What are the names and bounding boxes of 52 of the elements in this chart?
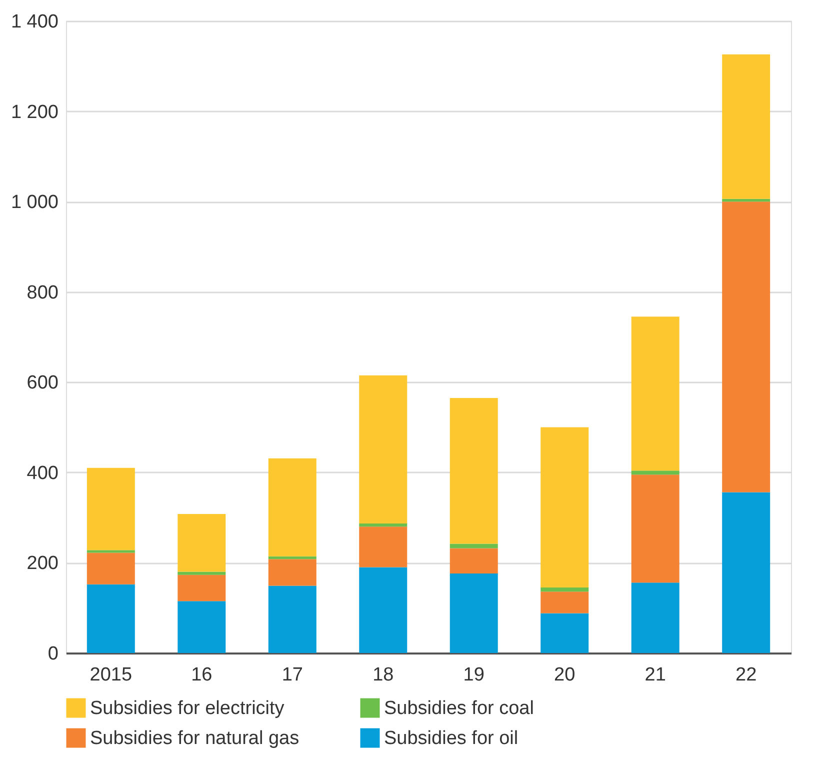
bar [722, 202, 770, 492]
legend-label: Subsidies for oil [384, 728, 518, 749]
bar [359, 523, 408, 527]
bar [540, 613, 589, 653]
bar [631, 474, 680, 583]
bar [86, 468, 135, 550]
bar [450, 544, 498, 548]
bar [86, 552, 135, 584]
bar [86, 550, 135, 553]
bar [86, 584, 135, 653]
bar [178, 574, 226, 602]
bar [450, 548, 498, 574]
y-tick-label: 1 000 [10, 192, 58, 214]
x-tick-label: 21 [644, 664, 666, 686]
x-tick-label: 20 [554, 664, 576, 686]
y-tick-label: 800 [26, 282, 58, 304]
bar [359, 526, 408, 568]
bar [178, 572, 226, 575]
x-tick-label: 22 [736, 664, 757, 686]
bar [631, 316, 680, 471]
bar [178, 514, 226, 572]
x-tick-label: 16 [191, 664, 212, 686]
legend-label: Subsidies for electricity [90, 698, 285, 719]
x-tick-label: 17 [282, 664, 303, 686]
bar [722, 492, 770, 653]
bar [540, 427, 589, 588]
y-tick-label: 200 [26, 553, 58, 574]
bar [722, 198, 770, 202]
y-tick-label: 1 200 [10, 102, 58, 123]
bar [722, 54, 770, 199]
bar [631, 470, 680, 475]
y-tick-label: 0 [48, 644, 58, 664]
legend-label: Subsidies for coal [384, 698, 534, 719]
bar [268, 458, 316, 556]
bar [631, 582, 680, 653]
x-tick-label: 18 [372, 664, 394, 686]
y-tick-label: 600 [26, 372, 58, 394]
y-tick-label: 400 [26, 462, 58, 484]
legend-label: Subsidies for natural gas [90, 728, 300, 749]
y-tick-label: 1 400 [10, 12, 58, 32]
bar [540, 588, 589, 592]
x-tick-label: 19 [463, 664, 484, 686]
bar [268, 556, 316, 560]
bar [359, 375, 408, 524]
bar [450, 398, 498, 544]
x-tick-label: 2015 [90, 664, 132, 686]
bar [450, 574, 498, 653]
bar [540, 592, 589, 614]
bar [359, 567, 408, 653]
bar [178, 601, 226, 653]
bar [268, 586, 316, 653]
bar [268, 559, 316, 586]
